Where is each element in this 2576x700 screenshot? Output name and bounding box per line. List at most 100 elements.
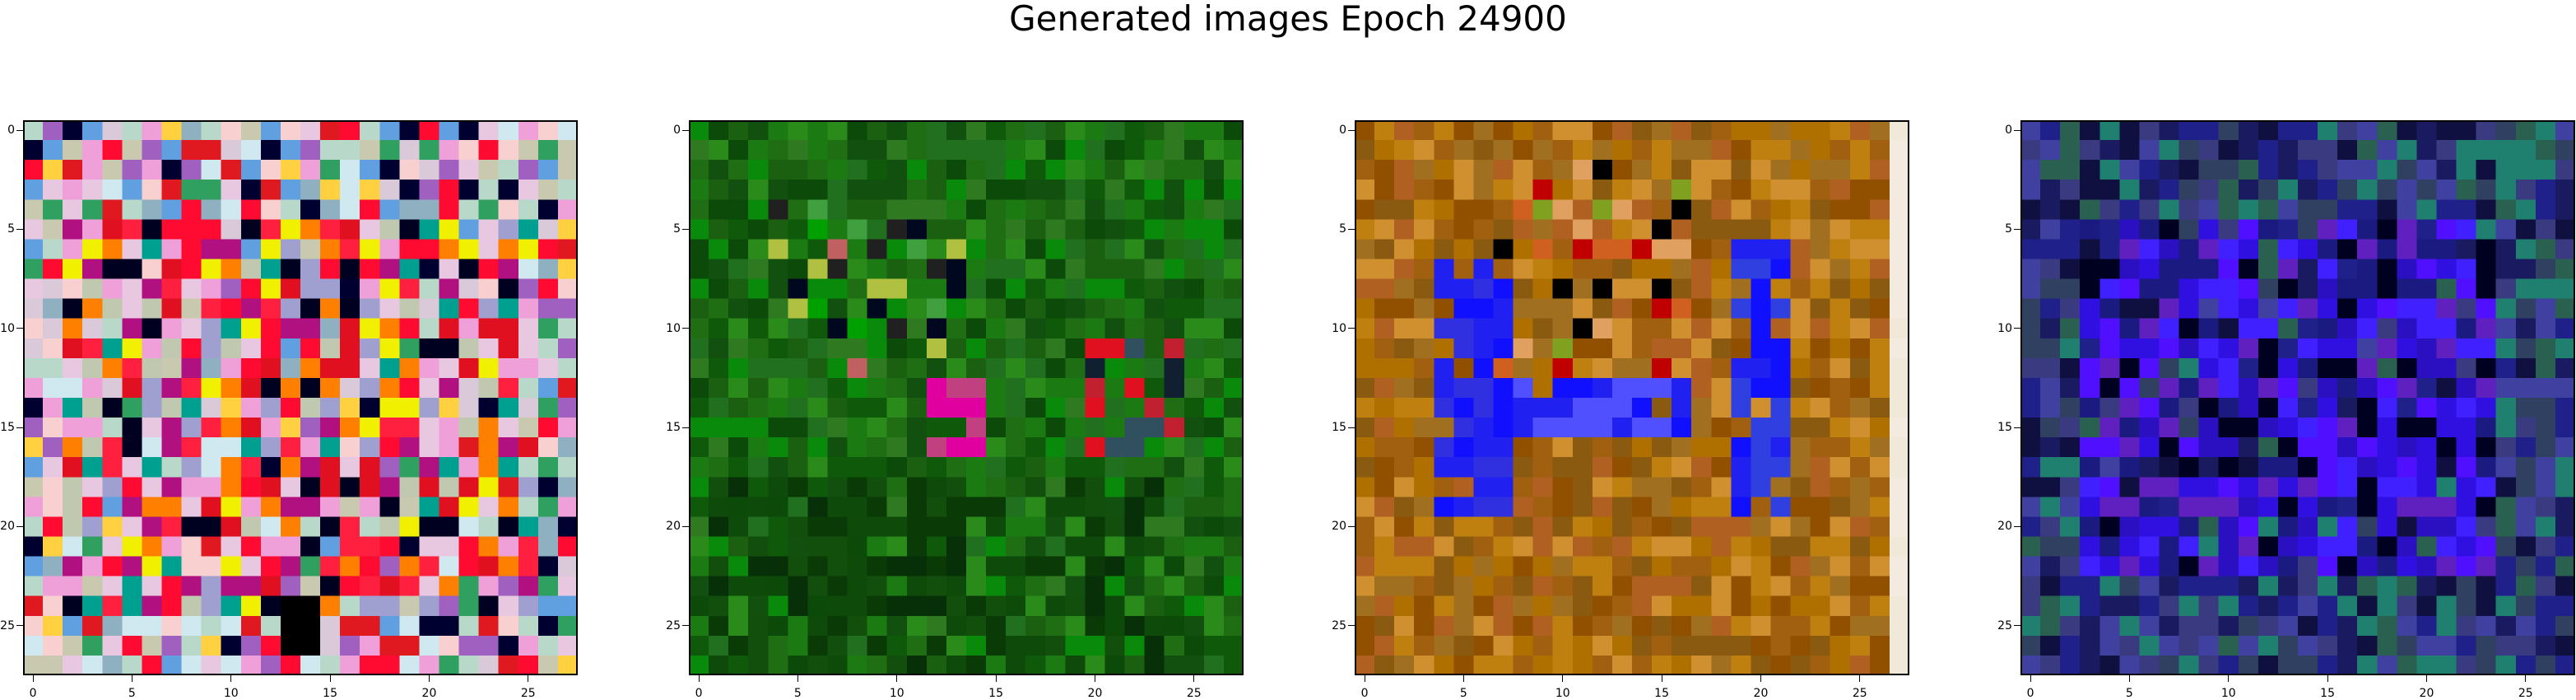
x-tick [2030,675,2031,682]
pixel-cell [518,536,539,558]
pixel-cell [1830,477,1851,497]
pixel-cell [1572,457,1593,478]
pixel-cell [2456,199,2477,220]
pixel-cell [1065,536,1086,558]
pixel-cell [1889,357,1909,379]
pixel-cell [320,259,341,280]
pixel-cell [709,318,729,339]
pixel-cell [1065,259,1086,280]
pixel-cell [748,477,769,497]
pixel-cell [1632,398,1653,418]
pixel-cell [1672,160,1692,180]
pixel-cell [1770,497,1792,518]
pixel-cell [788,556,809,577]
pixel-cell [2337,655,2358,675]
pixel-cell [2456,516,2477,538]
pixel-cell [1889,160,1909,180]
pixel-cell [2337,318,2358,339]
pixel-cell [748,556,769,577]
pixel-cell [161,278,183,300]
pixel-cell [1572,298,1593,320]
pixel-cell [537,615,559,637]
pixel-cell [1849,655,1871,675]
pixel-cell [23,318,44,339]
pixel-cell [1889,556,1909,577]
pixel-cell [1810,635,1831,656]
pixel-cell [1104,338,1126,359]
pixel-cell [709,377,729,399]
pixel-cell [201,516,222,538]
pixel-cell [201,357,222,379]
pixel-cell [1849,318,1871,339]
pixel-cell [2337,398,2358,418]
pixel-cell [966,516,987,538]
pixel-cell [946,576,967,597]
pixel-cell [1513,437,1534,458]
pixel-cell [63,536,83,558]
pixel-cell [1144,398,1165,418]
pixel-cell [2238,239,2259,260]
pixel-cell [478,536,500,558]
pixel-cell [2099,457,2120,478]
pixel-cell [709,338,729,359]
pixel-cell [1592,536,1613,558]
pixel-cell [709,556,729,577]
pixel-cell [1731,318,1752,339]
pixel-cell [260,239,281,260]
pixel-cell [2456,576,2477,597]
pixel-cell [2238,120,2259,141]
pixel-cell [1611,120,1633,141]
pixel-cell [2397,259,2418,280]
pixel-cell [1810,278,1831,300]
pixel-cell [926,140,947,161]
pixel-cell [2535,259,2556,280]
pixel-cell [1672,457,1692,478]
pixel-cell [2397,318,2418,339]
pixel-cell [537,219,559,240]
pixel-cell [1869,418,1890,438]
pixel-cell [788,259,809,280]
pixel-cell [439,259,460,280]
pixel-cell [2456,556,2477,577]
pixel-cell [2416,556,2438,577]
pixel-cell [1611,377,1633,399]
pixel-cell [1770,595,1792,617]
pixel-cell [1045,398,1066,418]
pixel-cell [2159,497,2180,518]
pixel-cell [2020,160,2041,180]
pixel-cell [1453,120,1475,141]
pixel-cell [63,576,83,597]
pixel-cell [1144,437,1165,458]
pixel-cell [1652,497,1672,518]
pixel-cell [300,259,321,280]
pixel-cell [2218,655,2239,675]
pixel-cell [340,398,360,418]
pixel-cell [1493,338,1514,359]
pixel-cell [260,615,281,637]
pixel-cell [1453,160,1475,180]
pixel-cell [1355,556,1375,577]
pixel-cell [1849,298,1871,320]
pixel-cell [867,318,888,339]
pixel-cell [2178,377,2200,399]
pixel-cell [1672,615,1692,637]
pixel-cell [1493,398,1514,418]
pixel-cell [201,536,222,558]
pixel-cell [1183,357,1205,379]
pixel-cell [2515,477,2536,497]
pixel-cell [768,318,788,339]
pixel-cell [360,497,380,518]
pixel-cell [260,180,281,200]
pixel-cell [926,536,947,558]
pixel-cell [240,298,262,320]
pixel-cell [1672,516,1692,538]
pixel-cell [221,497,242,518]
pixel-cell [2377,576,2397,597]
pixel-cell [2515,219,2536,240]
pixel-cell [1869,377,1890,399]
pixel-cell [498,556,519,577]
pixel-cell [1849,278,1871,300]
pixel-cell [2535,576,2556,597]
pixel-cell [320,615,341,637]
pixel-cell [1453,338,1475,359]
